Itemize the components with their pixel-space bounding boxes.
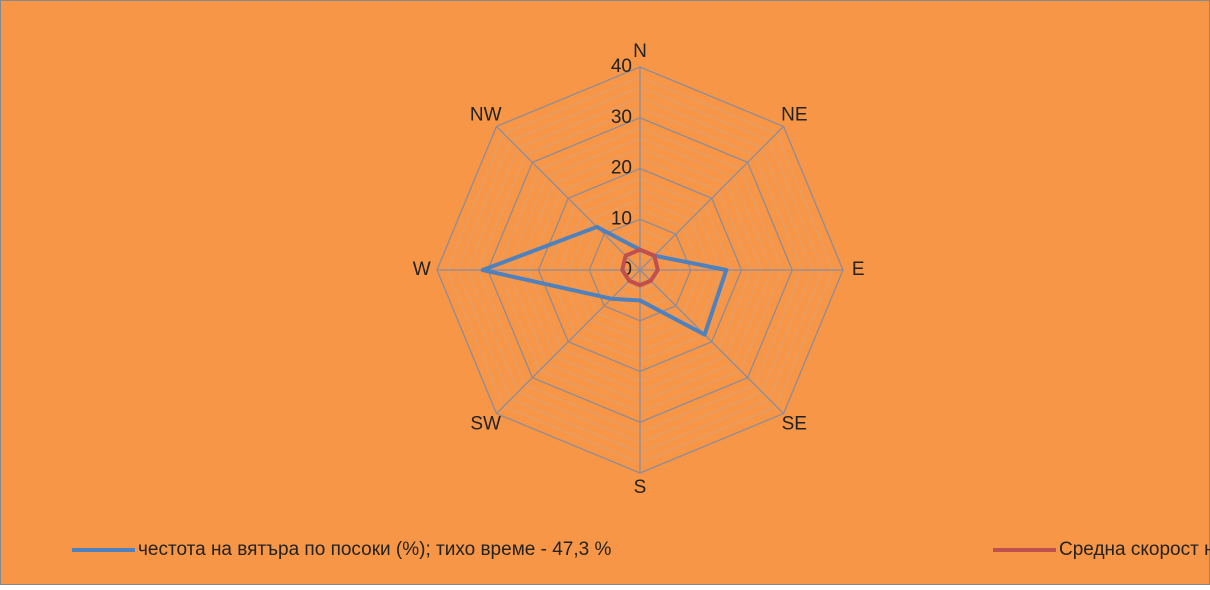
axis-spoke — [495, 125, 641, 271]
series-line — [620, 247, 660, 288]
axis-spoke — [495, 269, 641, 415]
y-tick-label: 0 — [621, 259, 632, 280]
axis-spoke — [639, 125, 785, 271]
category-label: W — [413, 259, 431, 280]
y-tick-label: 20 — [611, 158, 632, 179]
y-tick-label: 10 — [611, 208, 632, 229]
category-label: SW — [470, 413, 501, 434]
category-label: S — [634, 477, 647, 498]
series-line — [480, 224, 729, 337]
category-label: N — [633, 41, 647, 62]
legend-label: Средна скорост на вятъра (m/s) — [1059, 539, 1210, 560]
category-label: NW — [470, 105, 502, 126]
category-label: E — [852, 259, 865, 280]
y-tick-label: 40 — [611, 56, 632, 77]
category-label: NE — [781, 105, 807, 126]
legend-label: честота на вятъра по посоки (%); тихо вр… — [138, 539, 611, 560]
category-label: SE — [782, 413, 807, 434]
axis-spoke — [639, 269, 785, 415]
y-tick-label: 30 — [611, 107, 632, 128]
